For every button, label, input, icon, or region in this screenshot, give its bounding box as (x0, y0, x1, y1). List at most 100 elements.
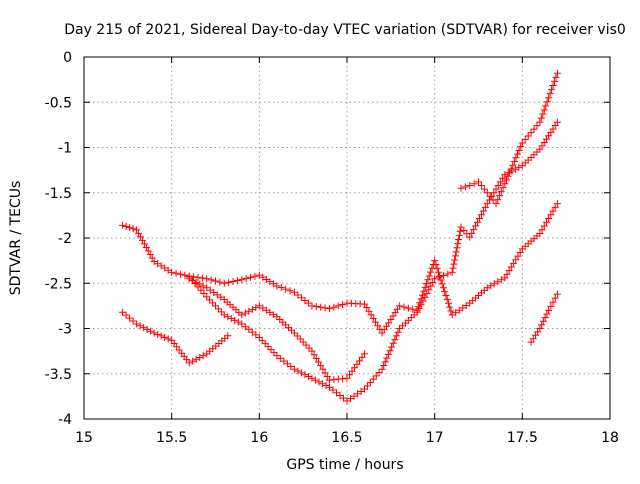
data-point (119, 308, 127, 316)
data-point (510, 259, 518, 267)
data-point (319, 365, 327, 373)
data-point (164, 266, 172, 274)
x-axis-label: GPS time / hours (286, 457, 403, 473)
data-point (472, 222, 480, 230)
data-point (192, 355, 200, 363)
data-point (210, 288, 218, 296)
data-point (538, 226, 546, 234)
data-point (325, 305, 333, 313)
data-point (308, 347, 316, 355)
data-point (518, 139, 526, 147)
data-point (448, 311, 456, 319)
data-point (280, 357, 288, 365)
data-point (213, 291, 221, 299)
data-point (553, 200, 561, 208)
data-point (533, 122, 541, 130)
data-point (301, 371, 309, 379)
data-point (251, 272, 259, 280)
data-point (542, 102, 550, 110)
data-point (168, 268, 176, 276)
data-point (486, 192, 494, 200)
data-point (231, 316, 239, 324)
data-point (423, 280, 431, 288)
data-point (475, 178, 482, 186)
data-point (252, 304, 260, 312)
data-point (483, 189, 491, 197)
data-point (273, 282, 281, 290)
data-point (150, 329, 158, 337)
data-point (255, 334, 263, 342)
series-track-b (119, 308, 232, 367)
data-point (386, 347, 394, 355)
data-point (143, 325, 151, 333)
data-point (354, 390, 362, 398)
data-point (238, 320, 246, 328)
data-point (197, 286, 205, 294)
data-point (539, 317, 547, 325)
data-point (475, 214, 483, 222)
data-point (497, 188, 505, 196)
data-point (293, 332, 301, 340)
data-point (521, 136, 529, 144)
data-point (515, 146, 523, 154)
data-point (138, 236, 146, 244)
data-point (297, 369, 305, 377)
data-point (267, 346, 275, 354)
data-point (144, 247, 152, 255)
data-point (136, 322, 144, 330)
data-point (444, 270, 452, 278)
data-point (435, 273, 443, 281)
data-point (413, 308, 421, 316)
data-point (432, 261, 440, 269)
data-point (286, 287, 294, 295)
data-point (547, 302, 555, 310)
series-track-e (457, 69, 561, 208)
data-point (146, 250, 154, 258)
data-point (501, 180, 509, 188)
data-point (452, 309, 460, 317)
data-point (185, 359, 193, 367)
data-point (374, 322, 382, 330)
data-point (161, 264, 169, 272)
data-point (481, 203, 489, 211)
data-point (524, 132, 532, 140)
y-tick-label: -3 (58, 322, 72, 338)
data-point (140, 240, 148, 248)
series-layer (119, 69, 561, 405)
data-point (119, 221, 127, 229)
data-point (172, 269, 180, 277)
data-point (367, 311, 375, 319)
data-point (199, 282, 207, 290)
data-point (444, 299, 452, 307)
data-point (269, 280, 277, 288)
data-point (550, 77, 558, 85)
data-point (343, 397, 351, 405)
data-point (490, 280, 498, 288)
data-point (499, 184, 507, 192)
data-point (507, 165, 515, 173)
data-point (505, 267, 513, 275)
data-point (247, 273, 255, 281)
data-point (259, 304, 267, 312)
data-point (336, 391, 344, 399)
data-point (198, 274, 206, 282)
data-point (154, 330, 162, 338)
data-point (191, 280, 199, 288)
data-point (502, 176, 510, 184)
data-point (154, 260, 162, 268)
data-point (203, 275, 211, 283)
data-point (329, 386, 337, 394)
data-point (501, 171, 509, 179)
x-tick-label: 17 (426, 430, 444, 446)
data-point (496, 192, 504, 200)
data-point (136, 233, 144, 241)
data-point (545, 215, 553, 223)
data-point (365, 307, 373, 315)
data-point (499, 174, 507, 182)
data-point (447, 307, 455, 315)
data-point (431, 275, 439, 283)
data-point (545, 306, 553, 314)
data-point (276, 354, 284, 362)
data-point (510, 157, 518, 165)
data-point (400, 303, 408, 311)
